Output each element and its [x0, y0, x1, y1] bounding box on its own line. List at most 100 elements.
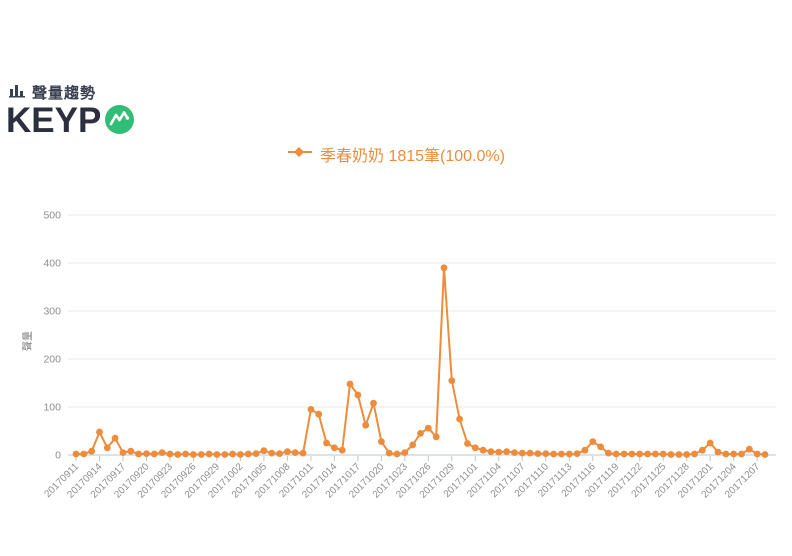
data-point[interactable]	[135, 450, 143, 458]
data-point[interactable]	[597, 443, 604, 451]
data-point[interactable]	[378, 438, 385, 445]
data-point[interactable]	[80, 450, 88, 458]
data-point[interactable]	[252, 450, 260, 457]
data-point[interactable]	[338, 446, 346, 454]
data-point[interactable]	[526, 449, 534, 457]
data-point[interactable]	[738, 450, 745, 458]
data-point[interactable]	[190, 451, 197, 458]
data-point[interactable]	[331, 444, 338, 452]
data-point[interactable]	[581, 446, 589, 454]
data-point[interactable]	[691, 450, 698, 458]
data-point[interactable]	[385, 449, 393, 457]
data-point[interactable]	[628, 450, 636, 458]
data-point[interactable]	[456, 415, 463, 423]
data-point[interactable]	[72, 450, 80, 458]
keypo-logo[interactable]: KEYP	[6, 101, 136, 141]
data-point[interactable]	[323, 439, 330, 447]
data-point[interactable]	[464, 440, 471, 447]
data-point[interactable]	[276, 450, 283, 457]
data-point[interactable]	[158, 449, 166, 456]
data-point[interactable]	[518, 449, 526, 457]
y-tick-label: 400	[43, 258, 61, 270]
y-tick-label: 500	[43, 210, 61, 222]
data-point[interactable]	[244, 450, 252, 458]
data-point[interactable]	[706, 439, 714, 447]
data-point[interactable]	[636, 450, 644, 458]
data-point[interactable]	[714, 448, 722, 456]
data-point[interactable]	[511, 449, 518, 456]
data-point[interactable]	[432, 433, 440, 441]
data-point[interactable]	[111, 434, 119, 442]
data-point[interactable]	[237, 451, 244, 458]
data-point[interactable]	[103, 444, 111, 452]
data-point[interactable]	[495, 448, 503, 456]
data-point[interactable]	[213, 451, 221, 458]
data-point[interactable]	[620, 450, 628, 458]
data-point[interactable]	[683, 451, 691, 458]
data-point[interactable]	[589, 438, 597, 445]
data-point[interactable]	[699, 446, 706, 454]
data-point[interactable]	[362, 421, 370, 429]
data-point[interactable]	[573, 450, 581, 457]
data-point[interactable]	[119, 449, 127, 456]
data-point[interactable]	[487, 448, 495, 455]
logo-text: KEYP	[6, 101, 102, 140]
data-point[interactable]	[753, 450, 761, 458]
data-point[interactable]	[440, 264, 448, 272]
data-point[interactable]	[354, 391, 362, 399]
data-point[interactable]	[667, 451, 675, 458]
data-point[interactable]	[229, 450, 237, 458]
data-point[interactable]	[550, 450, 557, 458]
data-point[interactable]	[652, 450, 659, 458]
data-point[interactable]	[417, 430, 424, 437]
data-point[interactable]	[542, 450, 550, 457]
data-point[interactable]	[166, 450, 174, 458]
data-point[interactable]	[393, 450, 401, 458]
data-point[interactable]	[150, 450, 158, 458]
data-point[interactable]	[401, 449, 409, 456]
data-point[interactable]	[197, 451, 205, 458]
data-point[interactable]	[730, 450, 738, 458]
data-point[interactable]	[299, 449, 307, 457]
section-header: 聲量趨勢	[9, 82, 96, 103]
data-point[interactable]	[127, 447, 135, 455]
y-tick-label: 0	[55, 450, 61, 462]
data-point[interactable]	[260, 447, 268, 455]
data-point[interactable]	[659, 450, 667, 458]
data-point[interactable]	[565, 450, 573, 458]
data-point[interactable]	[88, 447, 96, 455]
data-point[interactable]	[174, 451, 182, 458]
data-point[interactable]	[315, 410, 323, 418]
data-point[interactable]	[534, 450, 542, 457]
data-point[interactable]	[284, 448, 291, 455]
data-point[interactable]	[307, 406, 315, 413]
y-tick-label: 300	[43, 306, 61, 318]
data-point[interactable]	[675, 451, 683, 458]
data-point[interactable]	[182, 450, 190, 458]
data-point[interactable]	[722, 450, 730, 458]
data-point[interactable]	[96, 428, 103, 436]
data-point[interactable]	[221, 451, 229, 458]
data-point[interactable]	[644, 450, 651, 458]
data-point[interactable]	[612, 450, 620, 458]
data-point[interactable]	[745, 445, 753, 453]
data-point[interactable]	[205, 450, 213, 458]
data-point[interactable]	[479, 446, 487, 454]
chart-legend[interactable]: 季春奶奶 1815筆(100.0%)	[0, 142, 792, 166]
data-point[interactable]	[471, 444, 479, 452]
data-point[interactable]	[448, 377, 456, 384]
data-point[interactable]	[143, 450, 150, 457]
data-point[interactable]	[558, 450, 565, 458]
data-point[interactable]	[409, 441, 417, 449]
data-point[interactable]	[268, 449, 276, 457]
legend-line-marker-icon	[287, 145, 313, 163]
data-point[interactable]	[605, 449, 612, 457]
data-point[interactable]	[346, 380, 354, 388]
data-point[interactable]	[291, 449, 299, 456]
data-point[interactable]	[370, 399, 377, 407]
gridlines	[68, 214, 776, 456]
data-point[interactable]	[761, 451, 769, 458]
data-point[interactable]	[424, 424, 432, 432]
data-point[interactable]	[503, 448, 510, 455]
